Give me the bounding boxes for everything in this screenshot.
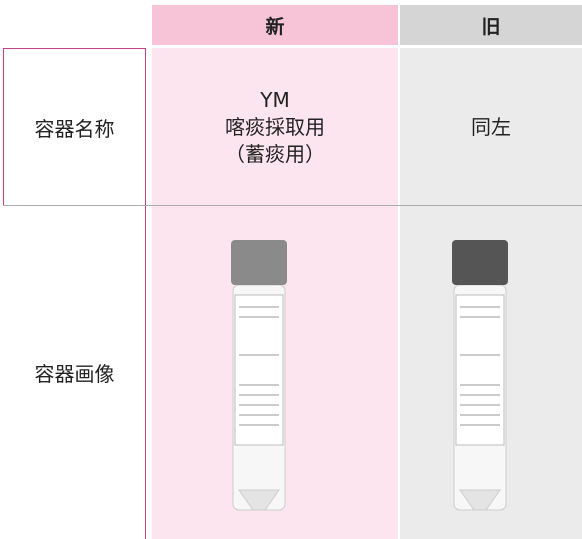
tube-new [231,240,287,511]
label-border [3,48,146,206]
row-label: 容器名称 [34,116,115,141]
text-line: YM [260,87,290,112]
row-label: 容器画像 [34,362,115,386]
new-name: YM 喀痰採取用 （蓄痰用） [152,49,398,205]
row-separator [3,205,582,206]
old-name: 同左 [471,114,511,139]
text-line: 喀痰採取用 [225,114,325,139]
text-line: （蓄痰用） [225,141,325,166]
label-border [145,206,146,539]
tube-old [452,240,508,511]
header-old: 旧 [400,5,582,45]
header-new: 新 [152,5,398,45]
